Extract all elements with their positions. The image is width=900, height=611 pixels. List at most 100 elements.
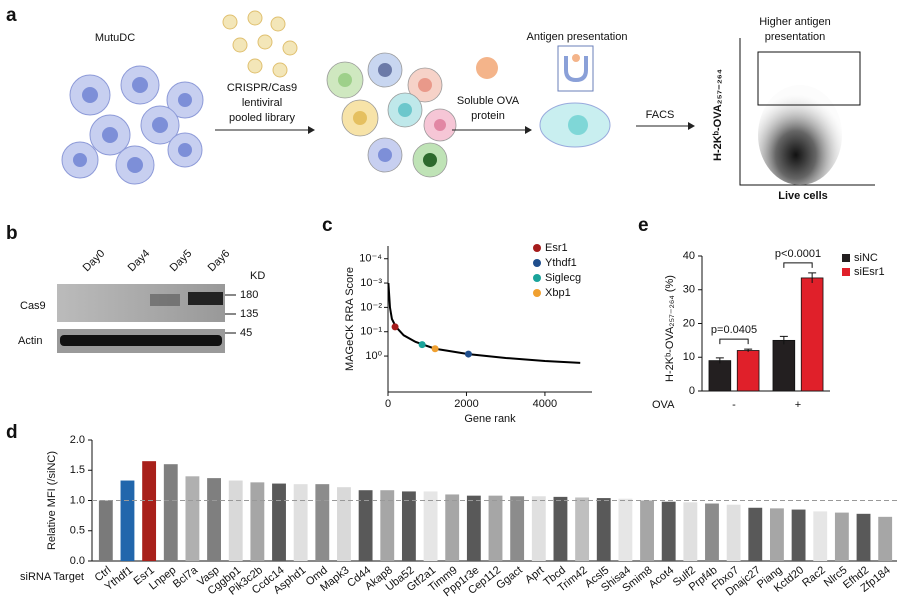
- legend-label: Xbp1: [545, 287, 571, 299]
- library-label: lentiviral: [242, 97, 282, 109]
- facs-x-label: Live cells: [778, 190, 828, 202]
- legend-swatch: [533, 274, 541, 282]
- y-tick-label: 10⁻²: [360, 301, 382, 313]
- bar: [401, 491, 416, 561]
- bar: [531, 496, 546, 561]
- bar: [163, 464, 178, 561]
- y-tick-label: 10⁰: [365, 350, 382, 362]
- bar: [445, 494, 460, 561]
- y-tick-label: 40: [683, 250, 695, 262]
- marker-label: 180: [240, 289, 258, 301]
- gate-label: presentation: [765, 31, 826, 43]
- bar: [640, 500, 654, 561]
- bar: [553, 496, 568, 561]
- facs-label: FACS: [646, 109, 675, 121]
- bracket: [719, 338, 749, 345]
- bar: [878, 516, 893, 561]
- bar: [596, 498, 611, 561]
- ova-label: protein: [471, 110, 505, 122]
- panel-label: d: [6, 422, 18, 443]
- lane-label: Day4: [126, 248, 153, 275]
- bar: [358, 490, 373, 561]
- bar: [228, 480, 243, 561]
- x-tick-label: 4000: [533, 398, 557, 410]
- highlight-point: [391, 323, 399, 331]
- bar: [142, 461, 157, 561]
- error-bar: [779, 335, 788, 345]
- legend-swatch: [533, 259, 541, 267]
- antigen-label: Antigen presentation: [527, 31, 628, 43]
- legend-swatch: [533, 289, 541, 297]
- row-label: Actin: [18, 335, 42, 347]
- y-tick-label: 0.0: [70, 555, 85, 567]
- virus-icons: [222, 10, 298, 78]
- band: [60, 335, 222, 346]
- p-value: p<0.0001: [775, 248, 821, 260]
- y-tick-label: 2.0: [70, 434, 85, 446]
- error-bar: [715, 357, 724, 364]
- bar: [683, 502, 698, 561]
- legend-swatch: [842, 268, 850, 276]
- edited-nuclei: [338, 63, 446, 167]
- p-value: p=0.0405: [711, 324, 757, 336]
- facs-y-label: H-2Kᵇ-OVA₂₅₇₋₂₆₄: [712, 69, 724, 161]
- kd-label: KD: [250, 270, 265, 282]
- x-tick-label: 2000: [454, 398, 478, 410]
- y-tick-label: 20: [683, 317, 695, 329]
- lane-label: Day0: [81, 248, 108, 275]
- bar: [315, 484, 330, 561]
- arrowhead: [525, 126, 532, 134]
- x-axis-label: OVA: [652, 399, 675, 411]
- legend-label: Siglecg: [545, 272, 581, 284]
- error-bar: [744, 348, 753, 352]
- library-label: pooled library: [229, 112, 296, 124]
- x-tick-label: Rac2: [800, 564, 828, 589]
- y-tick-label: 1.5: [70, 464, 85, 476]
- bar: [661, 501, 676, 561]
- y-axis-label: H-2Kᵇ-OVA₂₅₇₋₂₆₄ (%): [664, 275, 676, 382]
- gate-label: Higher antigen: [759, 16, 831, 28]
- x-tick-label: 0: [385, 398, 391, 410]
- bar: [207, 478, 221, 561]
- legend-label: siNC: [854, 252, 878, 264]
- receptor-box: [557, 45, 594, 92]
- bar: [380, 490, 395, 561]
- marker-label: 135: [240, 308, 258, 320]
- bar: [423, 491, 438, 561]
- bar: [575, 497, 590, 561]
- bar: [772, 339, 796, 392]
- y-tick-label: 10⁻⁴: [359, 253, 382, 265]
- highlight-point: [431, 345, 439, 353]
- arrowhead: [688, 122, 695, 130]
- bracket: [783, 262, 813, 268]
- presenting-nucleus: [568, 115, 588, 135]
- legend-label: siEsr1: [854, 266, 885, 278]
- y-tick-label: 0.5: [70, 525, 85, 537]
- band: [150, 294, 180, 306]
- y-tick-label: 0: [689, 385, 695, 397]
- panel-label: a: [6, 5, 17, 26]
- bar: [466, 495, 481, 561]
- bar: [120, 480, 135, 561]
- bar: [748, 507, 763, 561]
- highlight-point: [464, 350, 472, 358]
- x-axis-label: siRNA Target: [20, 571, 84, 583]
- legend-label: Esr1: [545, 242, 568, 254]
- bar: [791, 509, 806, 561]
- bar: [770, 508, 784, 561]
- marker-label: 45: [240, 327, 252, 339]
- legend-swatch: [533, 244, 541, 252]
- ova-protein: [476, 57, 498, 79]
- y-tick-label: 10⁻³: [360, 277, 382, 289]
- y-tick-label: 10⁻¹: [360, 326, 382, 338]
- highlight-point: [418, 341, 426, 349]
- y-axis-label: Relative MFI (/siNC): [46, 451, 58, 550]
- facs-density: [758, 85, 842, 185]
- error-bar: [808, 272, 817, 283]
- bar: [726, 504, 741, 561]
- library-label: CRISPR/Cas9: [227, 82, 297, 94]
- bar: [337, 487, 351, 561]
- bar: [98, 500, 113, 561]
- legend-label: Ythdf1: [545, 257, 577, 269]
